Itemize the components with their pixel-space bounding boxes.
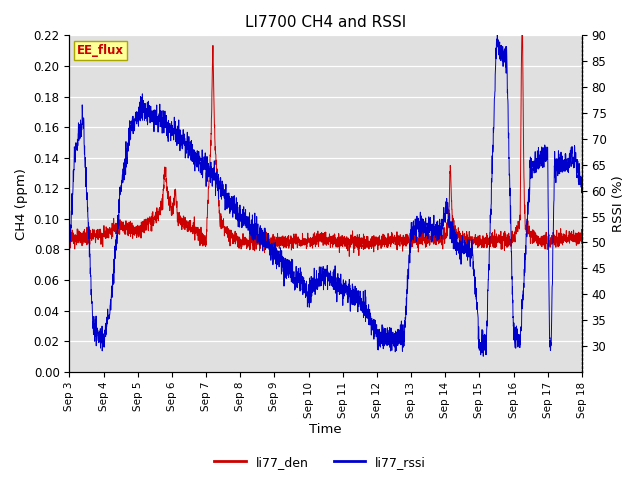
X-axis label: Time: Time	[309, 423, 342, 436]
Title: LI7700 CH4 and RSSI: LI7700 CH4 and RSSI	[245, 15, 406, 30]
Y-axis label: CH4 (ppm): CH4 (ppm)	[15, 168, 28, 240]
Text: EE_flux: EE_flux	[77, 44, 124, 57]
Y-axis label: RSSI (%): RSSI (%)	[612, 175, 625, 232]
Legend: li77_den, li77_rssi: li77_den, li77_rssi	[209, 451, 431, 474]
